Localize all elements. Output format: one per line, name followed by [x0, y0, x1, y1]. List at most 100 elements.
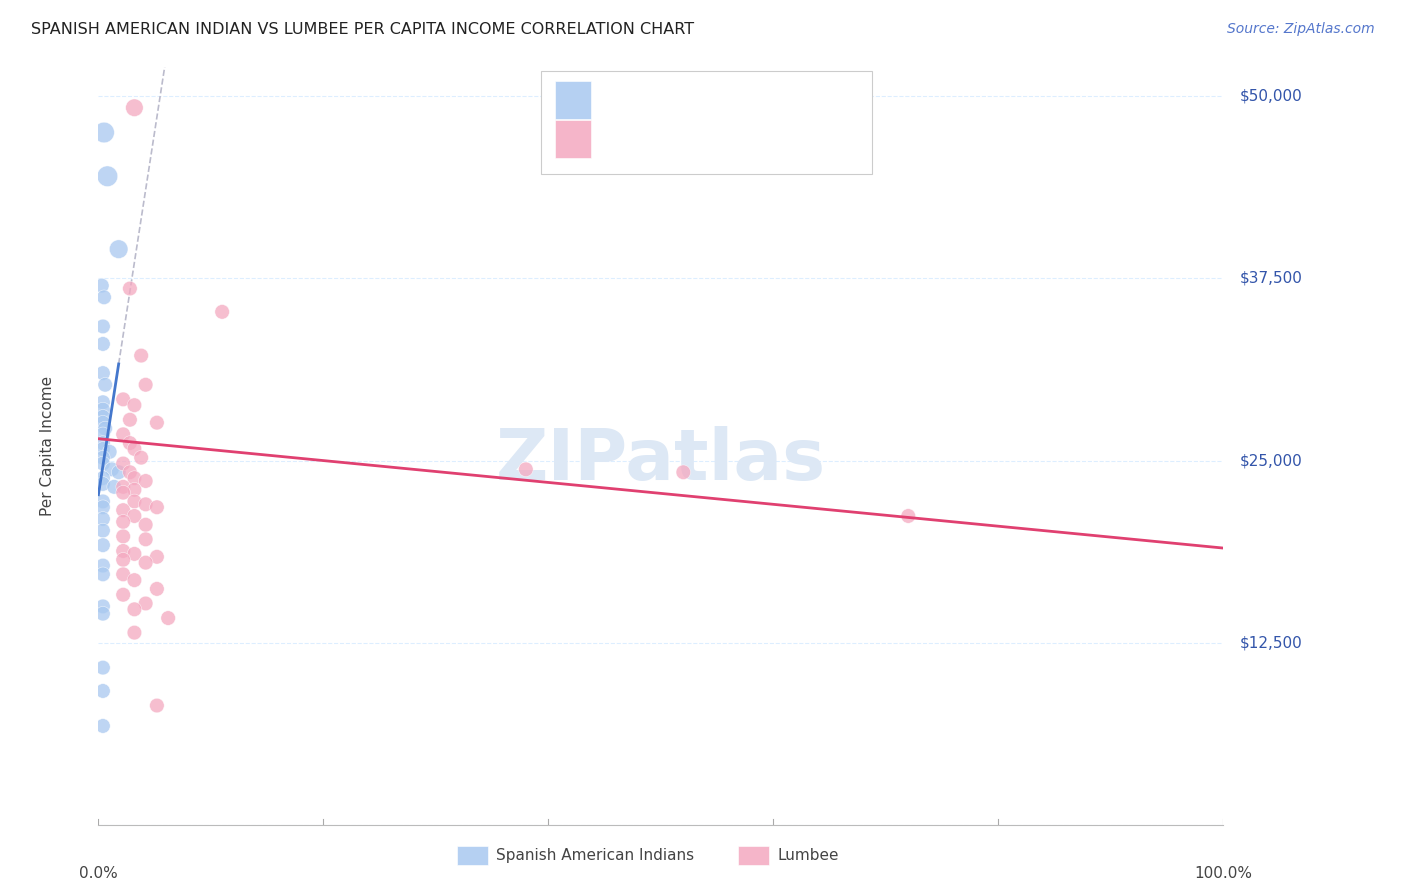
- Point: [91, 416, 114, 430]
- Text: Spanish American Indians: Spanish American Indians: [496, 848, 695, 863]
- Point: [112, 503, 135, 517]
- Point: [112, 567, 135, 582]
- Text: SPANISH AMERICAN INDIAN VS LUMBEE PER CAPITA INCOME CORRELATION CHART: SPANISH AMERICAN INDIAN VS LUMBEE PER CA…: [31, 22, 695, 37]
- Point: [112, 485, 135, 500]
- Text: -0.253: -0.253: [645, 130, 699, 148]
- Point: [146, 416, 169, 430]
- Text: 100.0%: 100.0%: [1194, 866, 1253, 881]
- Point: [112, 552, 135, 567]
- Point: [91, 524, 114, 538]
- Point: [91, 457, 114, 471]
- Point: [91, 471, 114, 485]
- Point: [124, 442, 146, 456]
- Point: [897, 508, 920, 523]
- Point: [101, 462, 124, 476]
- Point: [112, 529, 135, 543]
- Point: [146, 500, 169, 515]
- Point: [91, 538, 114, 552]
- Point: [129, 450, 152, 465]
- Point: [124, 494, 146, 508]
- Point: [124, 483, 146, 497]
- Point: [118, 465, 141, 479]
- Point: [93, 126, 115, 140]
- Point: [91, 366, 114, 380]
- Point: [90, 278, 112, 293]
- Text: R =: R =: [603, 130, 640, 148]
- Point: [91, 402, 114, 417]
- Point: [211, 305, 233, 319]
- Text: ZIPatlas: ZIPatlas: [496, 426, 825, 495]
- Point: [91, 450, 114, 465]
- Point: [91, 319, 114, 334]
- Text: 0.0%: 0.0%: [79, 866, 118, 881]
- Text: Source: ZipAtlas.com: Source: ZipAtlas.com: [1227, 22, 1375, 37]
- Point: [91, 660, 114, 674]
- Text: $37,500: $37,500: [1240, 271, 1303, 285]
- Point: [112, 588, 135, 602]
- Point: [135, 597, 157, 611]
- Point: [93, 290, 115, 304]
- Point: [91, 476, 114, 491]
- Point: [91, 719, 114, 733]
- Point: [91, 409, 114, 424]
- Point: [107, 242, 129, 256]
- Point: [91, 512, 114, 526]
- Point: [107, 465, 129, 479]
- Point: [118, 281, 141, 295]
- Point: [118, 436, 141, 450]
- Text: -0.164: -0.164: [645, 91, 699, 109]
- Point: [112, 480, 135, 494]
- Point: [91, 500, 114, 515]
- Text: 46: 46: [768, 130, 789, 148]
- Point: [112, 392, 135, 407]
- Point: [91, 567, 114, 582]
- Point: [91, 558, 114, 573]
- Text: N =: N =: [730, 91, 766, 109]
- Point: [135, 517, 157, 532]
- Point: [91, 684, 114, 698]
- Point: [98, 445, 121, 459]
- Point: [135, 533, 157, 547]
- Point: [91, 494, 114, 508]
- Point: [124, 471, 146, 485]
- Point: [146, 698, 169, 713]
- Point: [135, 556, 157, 570]
- Text: Lumbee: Lumbee: [778, 848, 839, 863]
- Point: [94, 421, 117, 435]
- Point: [91, 607, 114, 621]
- Point: [124, 101, 146, 115]
- Point: [112, 544, 135, 558]
- Point: [157, 611, 180, 625]
- Point: [135, 474, 157, 488]
- Point: [124, 508, 146, 523]
- Point: [124, 573, 146, 587]
- Point: [103, 480, 125, 494]
- Point: [135, 377, 157, 392]
- Point: [124, 547, 146, 561]
- Text: N =: N =: [730, 130, 766, 148]
- Text: Per Capita Income: Per Capita Income: [41, 376, 55, 516]
- Point: [112, 427, 135, 442]
- Point: [129, 349, 152, 363]
- Point: [672, 465, 695, 479]
- Point: [91, 427, 114, 442]
- Text: $50,000: $50,000: [1240, 88, 1303, 103]
- Point: [91, 436, 114, 450]
- Point: [91, 395, 114, 409]
- Text: $12,500: $12,500: [1240, 635, 1303, 650]
- Point: [124, 625, 146, 640]
- Point: [112, 457, 135, 471]
- Point: [515, 462, 537, 476]
- Point: [96, 169, 118, 184]
- Point: [91, 599, 114, 614]
- Point: [118, 413, 141, 427]
- Point: [146, 582, 169, 596]
- Text: 35: 35: [768, 91, 789, 109]
- Point: [91, 337, 114, 351]
- Point: [124, 602, 146, 616]
- Point: [135, 497, 157, 511]
- Text: $25,000: $25,000: [1240, 453, 1303, 468]
- Point: [124, 398, 146, 412]
- Point: [112, 515, 135, 529]
- Text: R =: R =: [603, 91, 640, 109]
